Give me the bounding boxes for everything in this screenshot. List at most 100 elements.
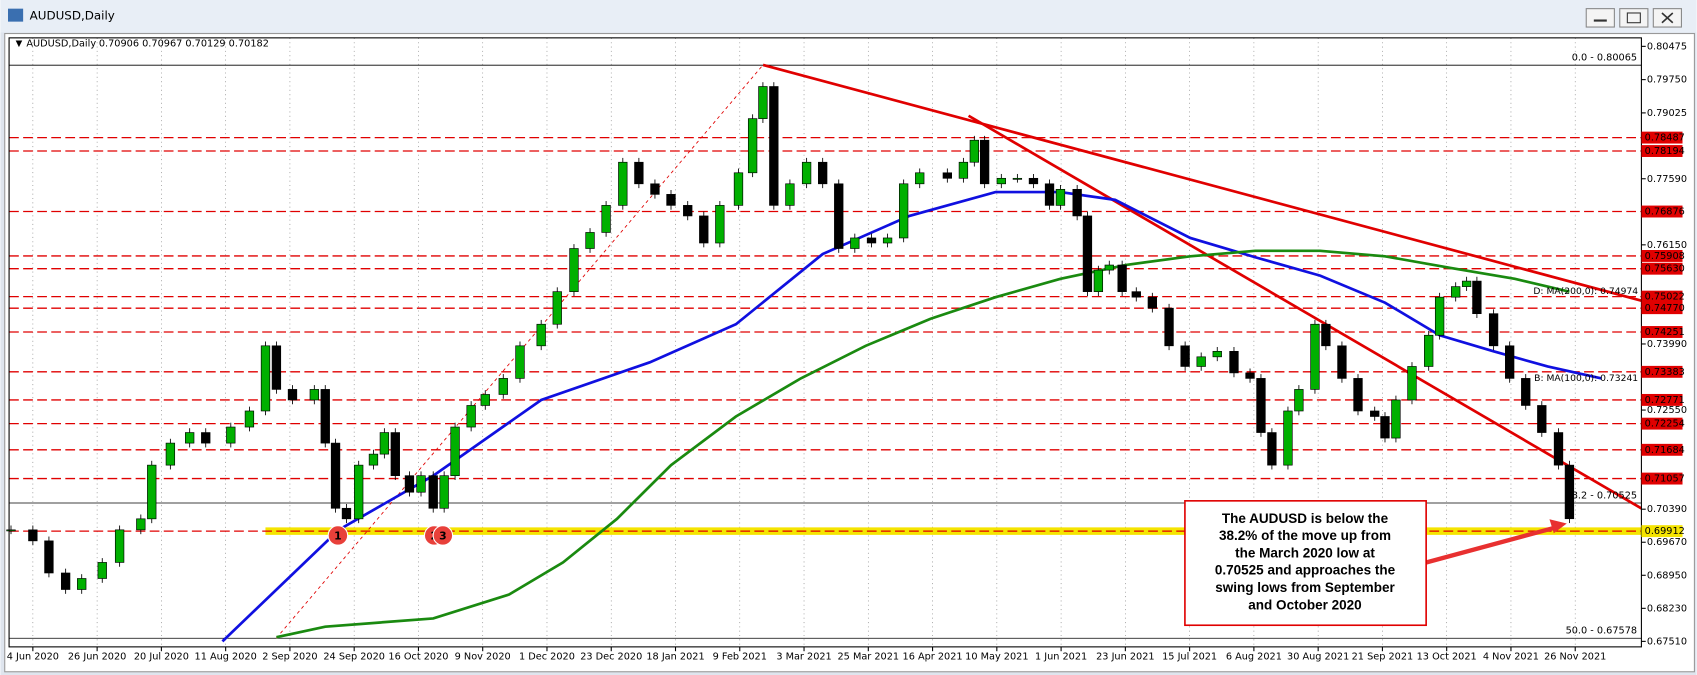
minimize-button[interactable] xyxy=(1585,8,1615,28)
level-label: 0.75630 xyxy=(1645,264,1685,275)
candle xyxy=(226,426,236,444)
annotation-line: the March 2020 low at xyxy=(1235,545,1375,560)
level-label-bg xyxy=(1641,290,1683,303)
level-label-bg xyxy=(1641,393,1683,406)
level-label: 0.75022 xyxy=(1645,292,1685,303)
y-tick-label: 0.73990 xyxy=(1647,339,1687,350)
markers: 123 xyxy=(327,525,454,546)
candle xyxy=(368,453,379,466)
candle xyxy=(1256,378,1266,433)
x-tick-label: 3 Mar 2021 xyxy=(776,652,831,663)
candle xyxy=(114,529,125,563)
level-label: 0.71057 xyxy=(1645,474,1685,485)
marker-label: 3 xyxy=(439,530,447,543)
trendline xyxy=(762,63,1642,303)
candle xyxy=(147,464,157,520)
ma-label: D: MA(200,0): 0.74974 xyxy=(1533,286,1638,297)
candle xyxy=(1104,264,1114,271)
maximize-button[interactable] xyxy=(1619,8,1649,28)
level-label: 0.69912 xyxy=(1645,526,1685,537)
candle xyxy=(287,389,298,401)
candle xyxy=(97,562,107,579)
x-tick-label: 1 Dec 2020 xyxy=(519,652,575,663)
candle xyxy=(1117,264,1127,292)
x-tick-label: 21 Sep 2021 xyxy=(1352,652,1414,663)
candle xyxy=(466,405,476,428)
close-icon xyxy=(1661,12,1674,24)
candle xyxy=(1212,350,1222,358)
candle xyxy=(834,183,844,249)
candle xyxy=(244,410,255,428)
trendline xyxy=(967,114,1643,510)
candle xyxy=(785,183,795,206)
candle xyxy=(309,389,319,401)
window-title: AUDUSD,Daily xyxy=(30,9,115,23)
trendlines xyxy=(275,63,1643,639)
marker-label: 1 xyxy=(334,530,342,543)
annotation: The AUDUSD is below the 38.2% of the move… xyxy=(1215,511,1396,613)
candle xyxy=(1461,280,1472,287)
level-label: 0.75908 xyxy=(1645,251,1685,262)
y-tick-label: 0.68950 xyxy=(1647,570,1687,581)
ma-line xyxy=(276,249,1570,639)
level-label: 0.76876 xyxy=(1645,207,1685,218)
candle xyxy=(769,86,779,206)
candle xyxy=(1196,356,1206,367)
candle xyxy=(585,232,595,249)
grid-layer xyxy=(32,37,1646,652)
y-tick-label: 0.70390 xyxy=(1647,504,1687,515)
candle xyxy=(1028,177,1039,185)
candle xyxy=(28,529,38,542)
level-label-bg xyxy=(1641,131,1683,144)
fib-diagonal xyxy=(275,64,764,639)
candle xyxy=(818,161,828,185)
chart-subtitle: 0.70906 0.70967 0.70129 0.70182 xyxy=(99,38,269,49)
price-layer xyxy=(6,82,1602,643)
x-tick-label: 2 Sep 2020 xyxy=(262,652,317,663)
level-label: 0.72254 xyxy=(1645,419,1685,430)
annotation-line: The AUDUSD is below the xyxy=(1222,511,1389,526)
candle xyxy=(260,345,271,412)
collapse-arrow: ▼ xyxy=(16,39,23,49)
x-tick-label: 26 Jun 2020 xyxy=(68,652,126,663)
candle xyxy=(1229,350,1239,374)
candle xyxy=(979,139,990,185)
candle xyxy=(958,161,969,179)
x-tick-label: 23 Dec 2020 xyxy=(580,652,642,663)
candle xyxy=(1380,416,1390,439)
candle xyxy=(1294,389,1304,412)
y-tick-label: 0.79025 xyxy=(1647,108,1687,119)
candle xyxy=(480,394,490,406)
candle xyxy=(1370,410,1380,417)
candle xyxy=(1131,291,1141,298)
level-label: 0.74251 xyxy=(1645,327,1685,338)
level-label-bg xyxy=(1641,249,1683,262)
y-tick-label: 0.68230 xyxy=(1647,603,1687,614)
x-tick-label: 6 Aug 2021 xyxy=(1226,652,1282,663)
candle xyxy=(866,237,877,244)
candle xyxy=(1537,405,1547,433)
x-tick-label: 9 Nov 2020 xyxy=(455,652,511,663)
level-label-bg xyxy=(1641,417,1683,430)
candle xyxy=(601,205,611,233)
candle xyxy=(1283,410,1293,466)
candle xyxy=(77,578,87,590)
fib-label: 50.0 - 0.67578 xyxy=(1566,626,1638,637)
x-tick-label: 25 Mar 2021 xyxy=(837,652,899,663)
candle xyxy=(758,86,768,119)
y-tick-label: 0.69670 xyxy=(1647,537,1687,548)
candle xyxy=(898,183,909,239)
candle xyxy=(136,518,146,531)
candle xyxy=(536,323,546,347)
level-label-bg xyxy=(1641,326,1683,338)
candle xyxy=(271,345,282,390)
x-tick-label: 15 Jul 2021 xyxy=(1162,652,1217,663)
y-tick-label: 0.79750 xyxy=(1647,75,1687,86)
candle xyxy=(969,139,979,163)
candle xyxy=(1321,323,1331,347)
x-tick-label: 30 Aug 2021 xyxy=(1287,652,1349,663)
x-tick-label: 24 Sep 2020 xyxy=(323,652,385,663)
marker xyxy=(432,525,454,546)
candle xyxy=(341,507,352,520)
